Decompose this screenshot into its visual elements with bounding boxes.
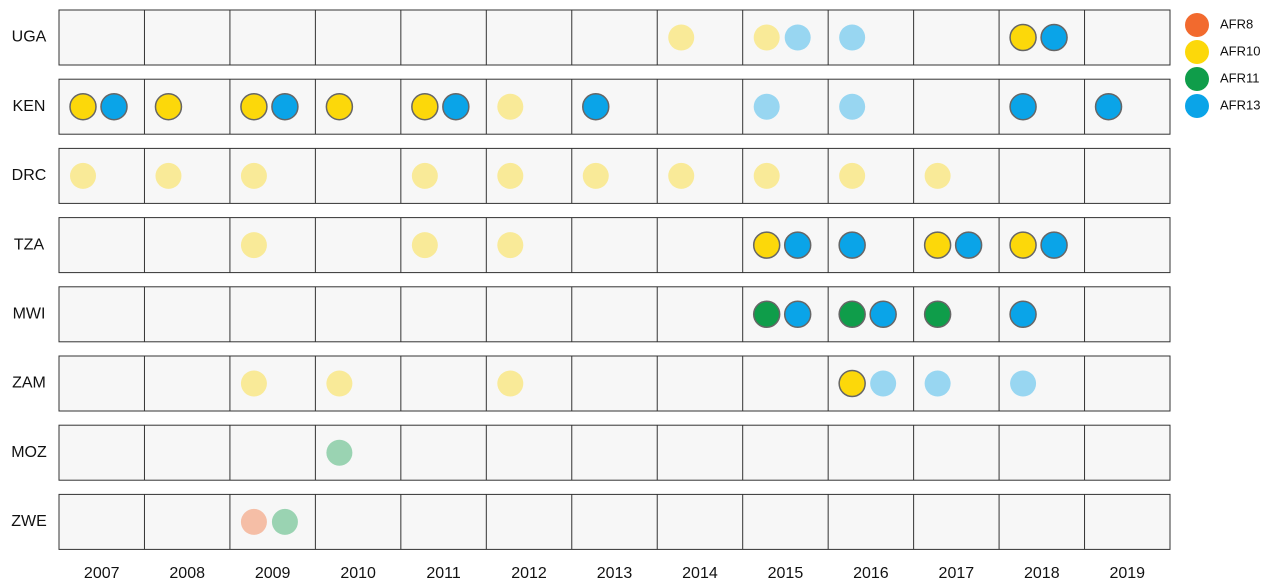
x-tick-label: 2011 <box>426 565 461 582</box>
x-tick-label: 2010 <box>340 565 376 582</box>
dot <box>1009 231 1037 259</box>
row-box <box>58 286 1171 343</box>
x-tick-label: 2017 <box>939 565 975 582</box>
dot <box>923 300 952 329</box>
dot <box>924 162 951 189</box>
dot <box>839 24 866 51</box>
dot <box>155 162 182 189</box>
dot <box>783 231 812 259</box>
dot <box>497 232 524 259</box>
dot <box>271 508 298 535</box>
dot <box>783 300 812 329</box>
dot <box>838 369 866 398</box>
dot <box>69 92 97 121</box>
legend-label: AFR13 <box>1220 97 1260 112</box>
dot <box>1040 231 1068 259</box>
legend-swatch <box>1185 94 1209 118</box>
dot <box>497 370 524 397</box>
dot <box>497 93 524 120</box>
row-box <box>58 217 1171 274</box>
row-box <box>58 147 1171 204</box>
dot <box>1010 370 1037 397</box>
row-box <box>58 9 1171 66</box>
x-tick-label: 2018 <box>1024 565 1060 582</box>
dot <box>924 370 951 397</box>
dot <box>240 370 267 397</box>
dot <box>442 92 470 121</box>
dot <box>100 92 128 121</box>
dot <box>582 162 609 189</box>
row-box <box>58 424 1171 481</box>
row-label: MWI <box>13 306 46 323</box>
row-box <box>58 78 1171 135</box>
row-label: ZWE <box>11 513 47 530</box>
x-tick-label: 2019 <box>1109 565 1145 582</box>
dot <box>1040 23 1068 52</box>
dot <box>582 92 610 121</box>
x-tick-label: 2016 <box>853 565 889 582</box>
row-label: TZA <box>14 236 45 253</box>
dot <box>411 162 438 189</box>
legend-label: AFR10 <box>1220 43 1260 58</box>
dot <box>784 24 811 51</box>
dot <box>240 232 267 259</box>
dot <box>497 162 524 189</box>
legend-label: AFR8 <box>1220 16 1253 31</box>
dot <box>869 300 897 329</box>
legend-label: AFR11 <box>1220 70 1260 85</box>
dot <box>1009 92 1037 121</box>
x-tick-label: 2009 <box>255 565 291 582</box>
dot <box>752 300 781 329</box>
row-label: DRC <box>12 167 47 184</box>
dot <box>326 439 353 466</box>
dot <box>325 92 354 121</box>
x-tick-label: 2007 <box>84 565 120 582</box>
legend-swatch <box>1185 40 1209 64</box>
dot <box>1009 23 1037 52</box>
row-box <box>58 355 1171 412</box>
x-tick-label: 2013 <box>597 565 633 582</box>
dot <box>411 232 438 259</box>
dot <box>1009 300 1037 329</box>
dot <box>753 93 780 120</box>
legend-swatch <box>1185 13 1209 37</box>
dot <box>870 370 897 397</box>
row-label: ZAM <box>12 375 46 392</box>
dot <box>839 93 866 120</box>
dot <box>838 300 866 329</box>
dot <box>753 24 780 51</box>
row-label: UGA <box>12 29 47 46</box>
dot <box>240 92 268 121</box>
dot <box>668 24 695 51</box>
x-tick-label: 2008 <box>169 565 205 582</box>
x-tick-label: 2015 <box>768 565 804 582</box>
dot <box>753 162 780 189</box>
legend-swatch <box>1185 67 1209 91</box>
dot <box>668 162 695 189</box>
dot <box>411 92 439 121</box>
dot <box>271 92 299 121</box>
row-label: MOZ <box>11 444 47 461</box>
dot <box>752 231 781 259</box>
row-label: KEN <box>13 98 46 115</box>
dot <box>240 508 267 535</box>
x-tick-label: 2012 <box>511 565 547 582</box>
row-box <box>58 493 1171 550</box>
dot <box>839 162 866 189</box>
dot <box>70 162 96 189</box>
dot <box>326 370 353 397</box>
dot <box>923 231 952 259</box>
dot <box>1094 92 1123 121</box>
dot <box>954 231 983 259</box>
x-tick-label: 2014 <box>682 565 718 582</box>
dot <box>838 231 866 259</box>
dot <box>240 162 267 189</box>
dot <box>154 92 183 121</box>
